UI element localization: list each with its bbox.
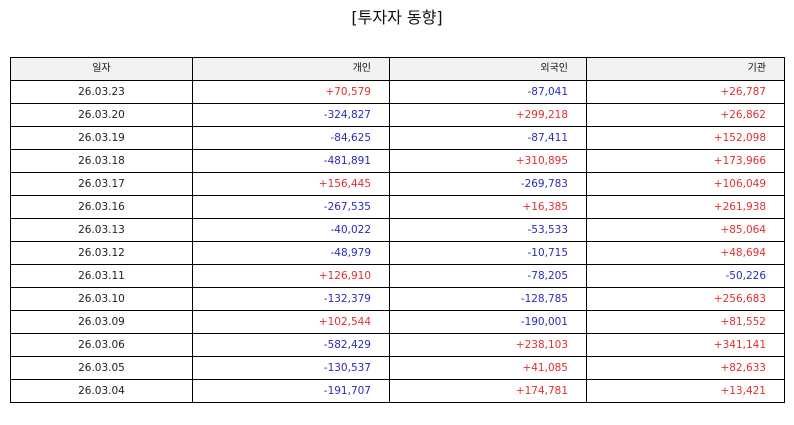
cell-date: 26.03.23	[10, 80, 193, 104]
cell-foreign: -128,785	[389, 287, 587, 311]
cell-date: 26.03.12	[10, 241, 193, 265]
table-header-row: 일자 개인 외국인 기관	[10, 57, 785, 81]
cell-foreign: +174,781	[389, 379, 587, 403]
cell-institution: +261,938	[586, 195, 785, 219]
cell-individual: -582,429	[192, 333, 390, 357]
cell-individual: -267,535	[192, 195, 390, 219]
cell-institution: +106,049	[586, 172, 785, 196]
cell-foreign: -87,411	[389, 126, 587, 150]
cell-individual: -324,827	[192, 103, 390, 127]
cell-foreign: -78,205	[389, 264, 587, 288]
table-row: 26.03.19 -84,625 -87,411 +152,098	[10, 126, 785, 150]
table-row: 26.03.11 +126,910 -78,205 -50,226	[10, 264, 785, 288]
table-row: 26.03.16 -267,535 +16,385 +261,938	[10, 195, 785, 219]
cell-date: 26.03.18	[10, 149, 193, 173]
cell-institution: +81,552	[586, 310, 785, 334]
cell-foreign: +310,895	[389, 149, 587, 173]
table-row: 26.03.17 +156,445 -269,783 +106,049	[10, 172, 785, 196]
cell-foreign: -190,001	[389, 310, 587, 334]
table-body: 26.03.23 +70,579 -87,041 +26,787 26.03.20 -32…	[10, 80, 785, 403]
table-row: 26.03.18 -481,891 +310,895 +173,966	[10, 149, 785, 173]
table-row: 26.03.10 -132,379 -128,785 +256,683	[10, 287, 785, 311]
investor-trend-table: 일자 개인 외국인 기관 26.03.23 +70,579 -87,041 +26,7…	[10, 57, 785, 403]
cell-date: 26.03.09	[10, 310, 193, 334]
header-individual: 개인	[192, 57, 390, 81]
cell-individual: -48,979	[192, 241, 390, 265]
cell-foreign: -269,783	[389, 172, 587, 196]
cell-institution: +26,862	[586, 103, 785, 127]
cell-date: 26.03.17	[10, 172, 193, 196]
table-row: 26.03.12 -48,979 -10,715 +48,694	[10, 241, 785, 265]
cell-date: 26.03.11	[10, 264, 193, 288]
cell-foreign: -53,533	[389, 218, 587, 242]
page-title: [투자자 동향]	[351, 8, 443, 27]
cell-institution: +82,633	[586, 356, 785, 380]
cell-foreign: -10,715	[389, 241, 587, 265]
cell-institution: +173,966	[586, 149, 785, 173]
cell-institution: +152,098	[586, 126, 785, 150]
cell-individual: +126,910	[192, 264, 390, 288]
cell-date: 26.03.13	[10, 218, 193, 242]
cell-institution: +13,421	[586, 379, 785, 403]
cell-foreign: +299,218	[389, 103, 587, 127]
cell-date: 26.03.06	[10, 333, 193, 357]
cell-date: 26.03.20	[10, 103, 193, 127]
table-row: 26.03.13 -40,022 -53,533 +85,064	[10, 218, 785, 242]
cell-date: 26.03.16	[10, 195, 193, 219]
cell-date: 26.03.10	[10, 287, 193, 311]
table-row: 26.03.04 -191,707 +174,781 +13,421	[10, 379, 785, 403]
cell-date: 26.03.04	[10, 379, 193, 403]
table-row: 26.03.05 -130,537 +41,085 +82,633	[10, 356, 785, 380]
cell-date: 26.03.19	[10, 126, 193, 150]
cell-foreign: +238,103	[389, 333, 587, 357]
cell-institution: -50,226	[586, 264, 785, 288]
cell-individual: +102,544	[192, 310, 390, 334]
cell-institution: +85,064	[586, 218, 785, 242]
cell-individual: -132,379	[192, 287, 390, 311]
header-date: 일자	[10, 57, 193, 81]
cell-date: 26.03.05	[10, 356, 193, 380]
cell-individual: +70,579	[192, 80, 390, 104]
cell-foreign: +16,385	[389, 195, 587, 219]
table-row: 26.03.23 +70,579 -87,041 +26,787	[10, 80, 785, 104]
cell-institution: +26,787	[586, 80, 785, 104]
cell-individual: -130,537	[192, 356, 390, 380]
cell-individual: +156,445	[192, 172, 390, 196]
cell-individual: -481,891	[192, 149, 390, 173]
cell-institution: +256,683	[586, 287, 785, 311]
header-foreign: 외국인	[389, 57, 587, 81]
table-row: 26.03.09 +102,544 -190,001 +81,552	[10, 310, 785, 334]
header-institution: 기관	[586, 57, 785, 81]
cell-institution: +341,141	[586, 333, 785, 357]
cell-foreign: +41,085	[389, 356, 587, 380]
cell-institution: +48,694	[586, 241, 785, 265]
table-row: 26.03.06 -582,429 +238,103 +341,141	[10, 333, 785, 357]
cell-individual: -191,707	[192, 379, 390, 403]
cell-individual: -84,625	[192, 126, 390, 150]
cell-foreign: -87,041	[389, 80, 587, 104]
table-row: 26.03.20 -324,827 +299,218 +26,862	[10, 103, 785, 127]
cell-individual: -40,022	[192, 218, 390, 242]
